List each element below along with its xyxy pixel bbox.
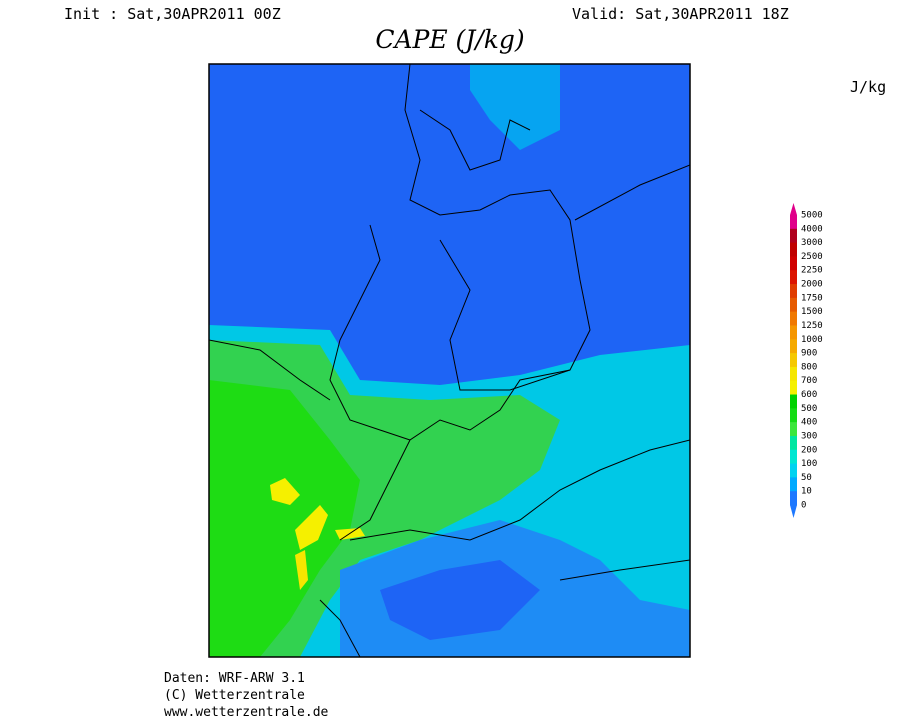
- legend-label: 700: [801, 376, 817, 386]
- legend-label: 2000: [801, 280, 823, 290]
- legend-label: 5000: [801, 211, 823, 221]
- valid-time: Valid: Sat,30APR2011 18Z: [572, 5, 789, 23]
- legend-label: 300: [801, 431, 817, 441]
- legend-swatch: [790, 311, 797, 326]
- footer-line: (C) Wetterzentrale: [164, 688, 305, 703]
- legend-label: 1500: [801, 307, 823, 317]
- legend-cap: [790, 203, 797, 215]
- legend-label: 50: [801, 473, 812, 483]
- legend-label: 100: [801, 459, 817, 469]
- legend-swatch: [790, 256, 797, 271]
- legend-swatch: [790, 228, 797, 244]
- legend-swatch: [790, 270, 797, 285]
- init-time: Init : Sat,30APR2011 00Z: [64, 5, 281, 23]
- legend-swatch: [790, 408, 797, 423]
- legend-swatch: [790, 477, 797, 492]
- legend-label: 10: [801, 487, 812, 497]
- legend-label: 4000: [801, 224, 823, 234]
- legend-swatch: [790, 366, 797, 382]
- legend-label: 600: [801, 390, 817, 400]
- legend-label: 2500: [801, 252, 823, 262]
- legend-label: 1250: [801, 321, 823, 331]
- legend-swatch: [790, 325, 797, 340]
- footer-line: Daten: WRF-ARW 3.1: [164, 671, 305, 686]
- legend-swatch: [790, 242, 797, 257]
- legend-label: 400: [801, 418, 817, 428]
- legend-label: 800: [801, 362, 817, 372]
- legend-swatch: [790, 463, 797, 478]
- footer-line: www.wetterzentrale.de: [164, 705, 329, 720]
- legend-label: 2250: [801, 266, 823, 276]
- legend-unit: J/kg: [850, 78, 886, 96]
- legend-label: 900: [801, 349, 817, 359]
- legend-swatch: [790, 215, 797, 230]
- legend-swatch: [790, 339, 797, 354]
- legend-cap: [790, 505, 797, 518]
- legend-swatch: [790, 380, 797, 396]
- color-legend: 5000400030002500225020001750150012501000…: [790, 203, 823, 518]
- legend-swatch: [790, 449, 797, 465]
- legend-swatch: [790, 353, 797, 368]
- legend-swatch: [790, 297, 797, 313]
- legend-label: 3000: [801, 238, 823, 248]
- legend-swatch: [790, 435, 797, 451]
- legend-swatch: [790, 491, 797, 506]
- legend-label: 500: [801, 404, 817, 414]
- legend-label: 1750: [801, 293, 823, 303]
- legend-label: 200: [801, 445, 817, 455]
- legend-swatch: [790, 284, 797, 299]
- legend-label: 1000: [801, 335, 823, 345]
- legend-swatch: [790, 394, 797, 409]
- legend-swatch: [790, 422, 797, 437]
- map: [208, 63, 691, 658]
- map-title: CAPE (J/kg): [375, 25, 524, 54]
- legend-label: 0: [801, 501, 806, 511]
